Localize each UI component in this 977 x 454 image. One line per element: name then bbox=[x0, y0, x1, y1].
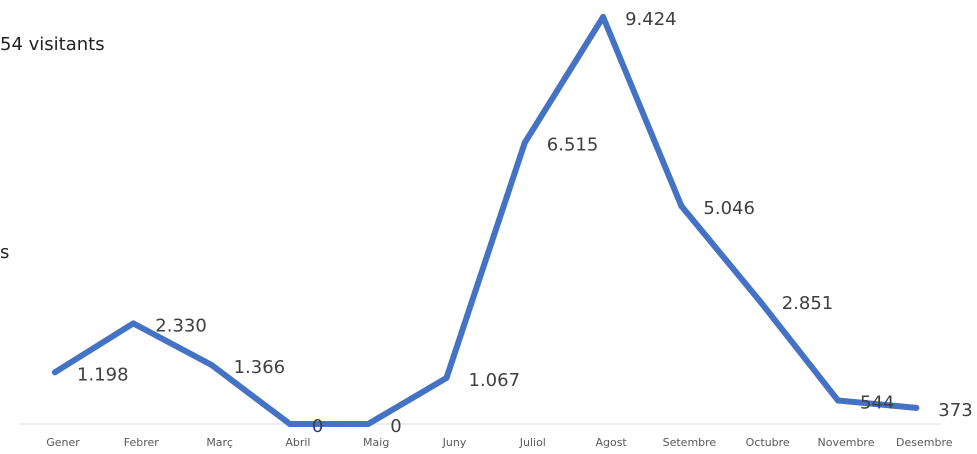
data-point bbox=[130, 320, 137, 327]
data-point bbox=[365, 421, 372, 427]
data-label: 1.198 bbox=[77, 364, 129, 385]
x-tick-label: Octubre bbox=[746, 436, 790, 449]
data-label: 2.851 bbox=[782, 293, 834, 314]
data-label: 9.424 bbox=[625, 9, 677, 30]
data-point bbox=[678, 203, 685, 210]
data-label: 0 bbox=[312, 416, 323, 437]
data-point bbox=[756, 297, 763, 304]
cropped-text-visitors: 54 visitants bbox=[0, 34, 105, 55]
x-tick-label: Setembre bbox=[663, 436, 717, 449]
x-tick-label: Novembre bbox=[818, 436, 875, 449]
x-tick-label: Abril bbox=[285, 436, 310, 449]
data-label: 544 bbox=[860, 393, 894, 414]
data-point bbox=[913, 404, 920, 411]
x-tick-label: Juliol bbox=[519, 436, 546, 449]
x-tick-label: Juny bbox=[442, 436, 467, 449]
data-label: 6.515 bbox=[547, 135, 599, 156]
data-point bbox=[443, 374, 450, 381]
x-tick-label: Maig bbox=[363, 436, 389, 449]
data-point bbox=[286, 421, 293, 427]
data-label: 2.330 bbox=[155, 315, 207, 336]
data-label: 1.067 bbox=[469, 370, 521, 391]
cropped-text-fragment: s bbox=[0, 242, 10, 263]
x-tick-label: Gener bbox=[46, 436, 80, 449]
data-point bbox=[52, 369, 58, 376]
data-point bbox=[835, 397, 841, 404]
data-label: 1.366 bbox=[234, 357, 286, 378]
data-point bbox=[600, 14, 607, 20]
data-label: 373 bbox=[938, 400, 972, 421]
x-tick-label: Agost bbox=[595, 436, 627, 449]
x-tick-label: Març bbox=[206, 436, 233, 449]
data-label: 5.046 bbox=[703, 198, 755, 219]
data-point bbox=[521, 139, 528, 146]
x-tick-label: Desembre bbox=[896, 436, 953, 449]
series-line bbox=[52, 14, 920, 427]
x-tick-label: Febrer bbox=[124, 436, 160, 449]
data-label: 0 bbox=[390, 416, 401, 437]
data-point bbox=[208, 362, 215, 369]
